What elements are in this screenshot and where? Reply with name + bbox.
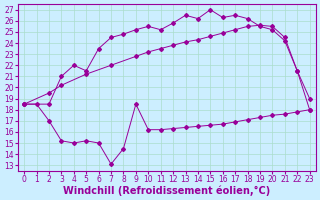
X-axis label: Windchill (Refroidissement éolien,°C): Windchill (Refroidissement éolien,°C): [63, 185, 270, 196]
